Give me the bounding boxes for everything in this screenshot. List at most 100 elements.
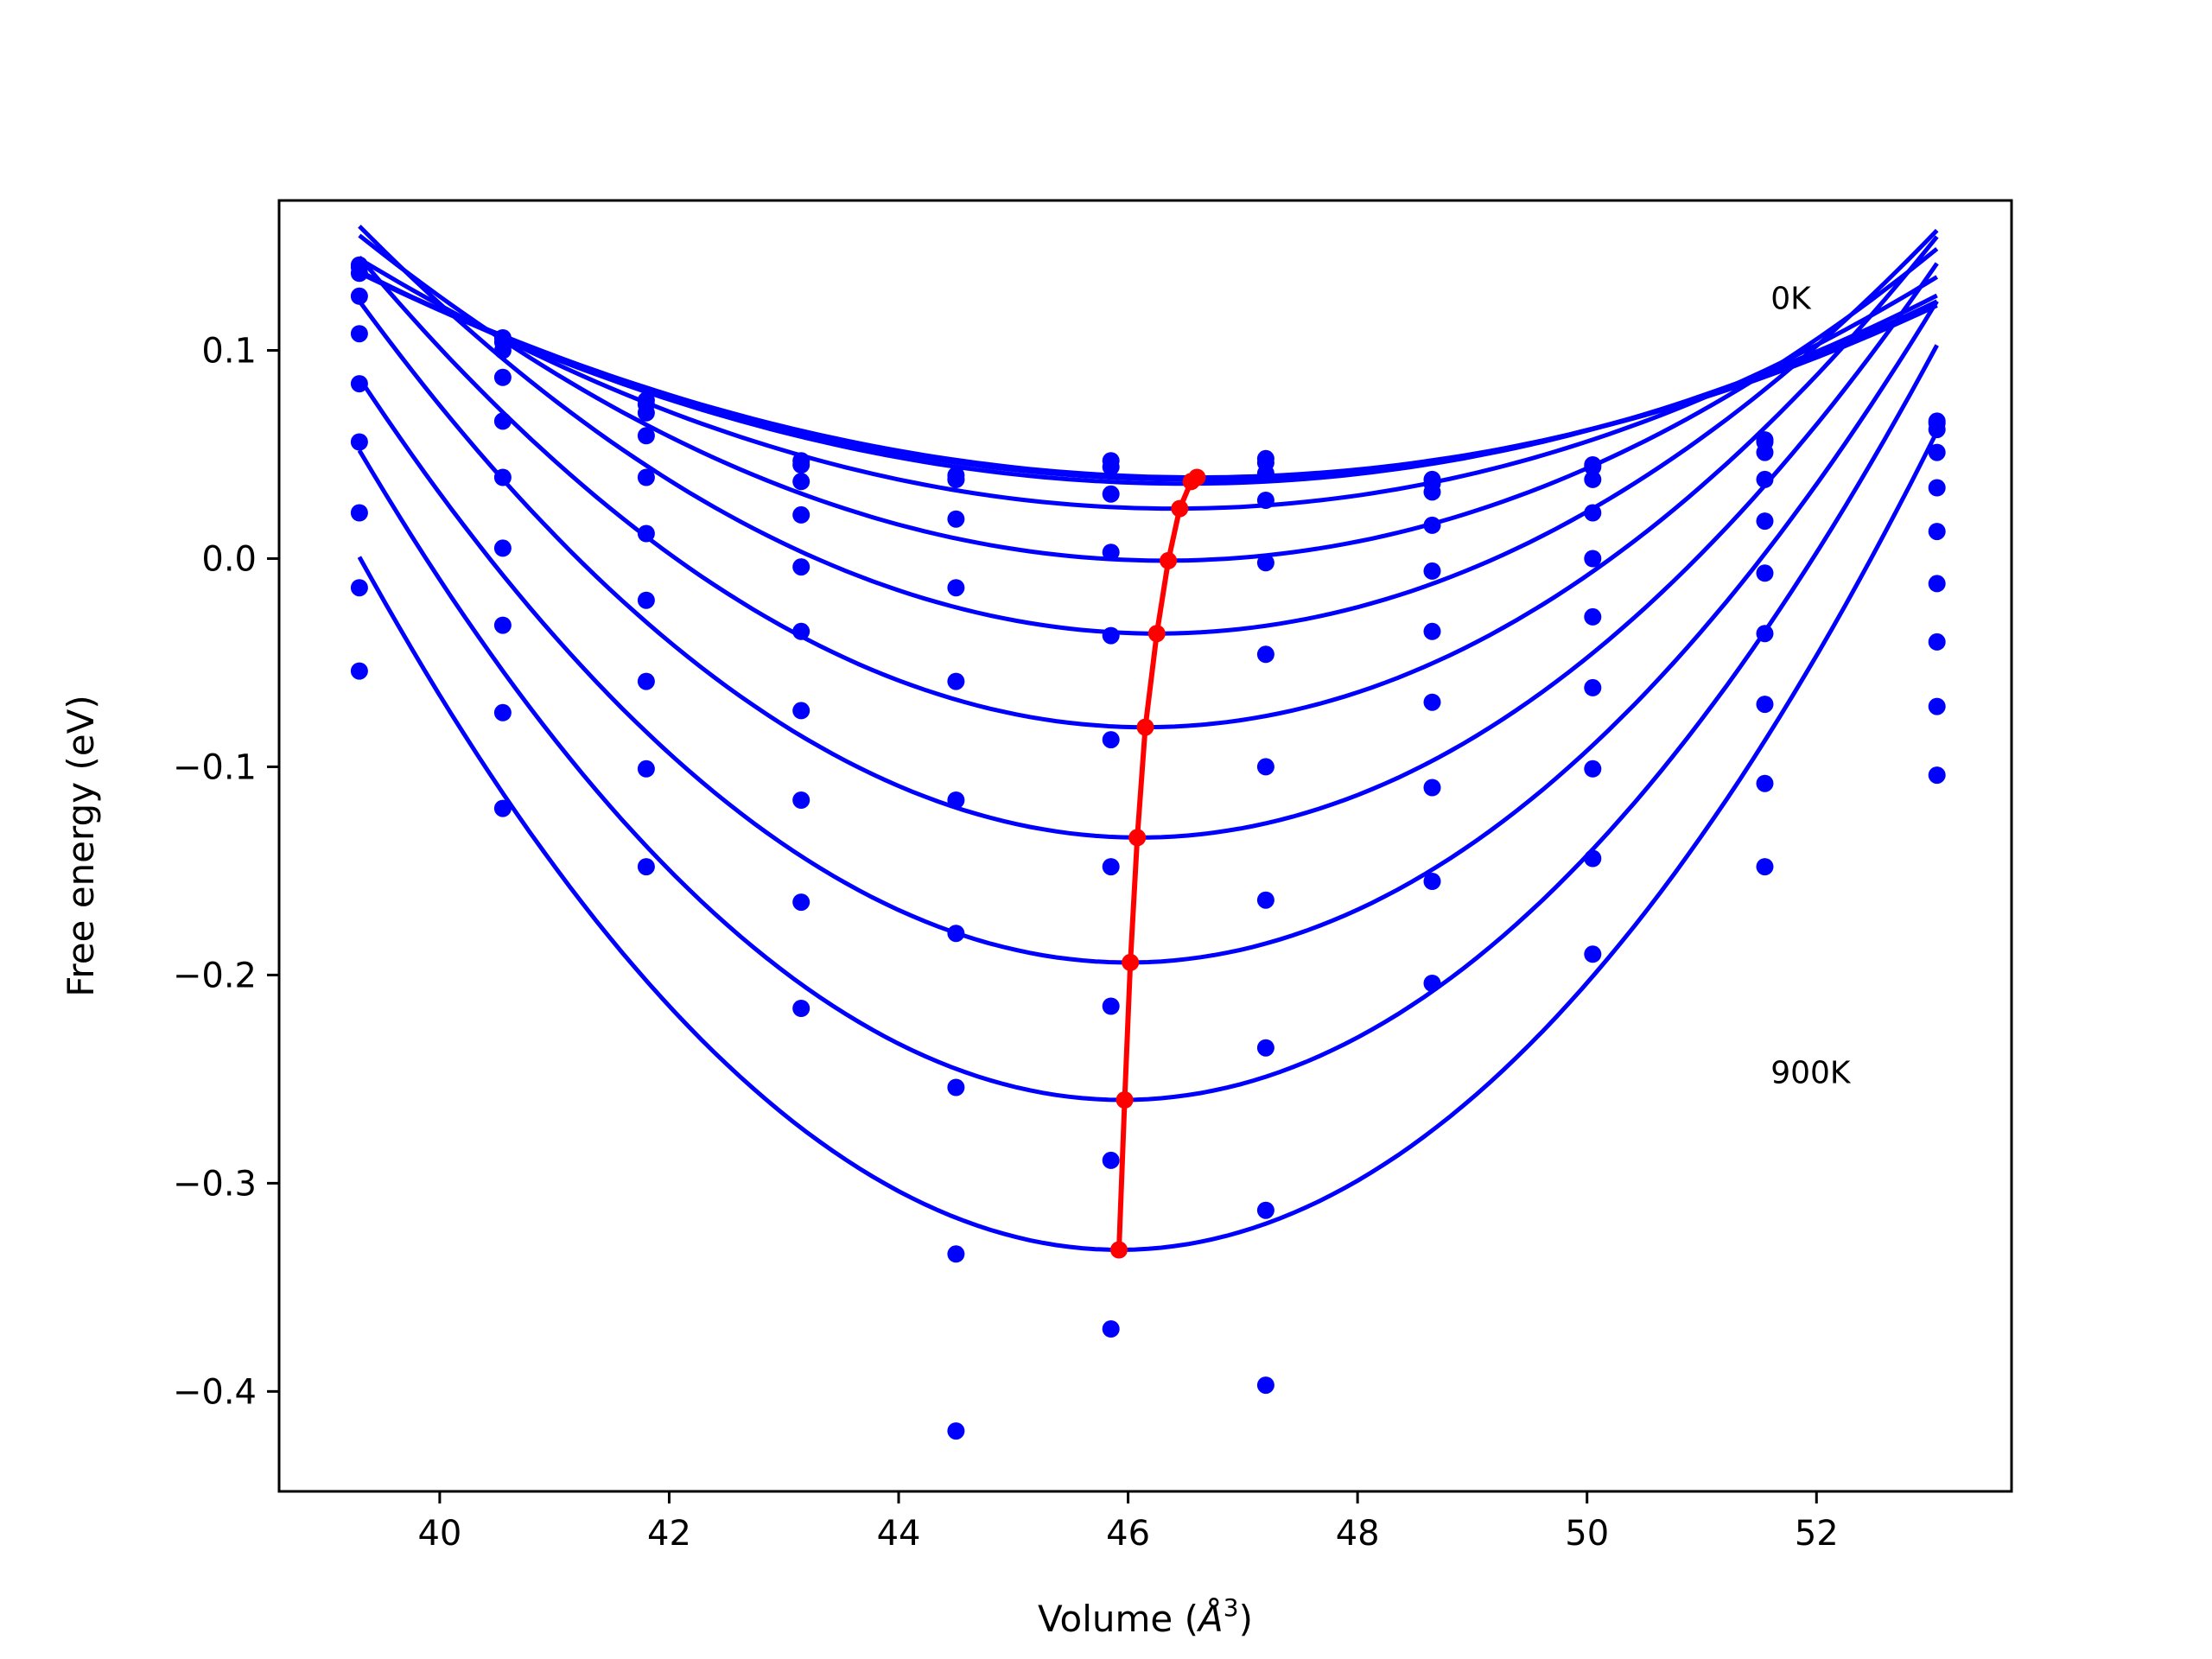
x-tick-label: 48: [1336, 1514, 1380, 1554]
minimum-point: [1182, 473, 1200, 491]
data-point: [947, 579, 965, 597]
x-tick-label: 46: [1106, 1514, 1150, 1554]
data-point: [1102, 543, 1120, 562]
data-point: [637, 672, 655, 690]
minimum-point: [1122, 953, 1140, 971]
data-point: [1928, 421, 1946, 439]
data-point: [1423, 779, 1441, 797]
data-point: [1756, 470, 1774, 488]
y-tick-label: −0.4: [173, 1372, 257, 1412]
data-point: [1928, 697, 1946, 715]
minimum-point: [1136, 718, 1154, 736]
data-point: [350, 325, 368, 343]
plot-frame: [277, 199, 2013, 1493]
data-point: [792, 622, 810, 640]
data-point: [637, 404, 655, 422]
data-point: [637, 760, 655, 778]
data-point: [947, 510, 965, 528]
data-point: [493, 539, 512, 557]
data-point: [637, 591, 655, 609]
data-point: [493, 341, 512, 359]
x-axis-label: Volume (Å3): [1038, 1593, 1253, 1640]
data-point: [1756, 512, 1774, 531]
data-point: [1102, 858, 1120, 876]
data-point: [1256, 645, 1274, 664]
data-point: [1756, 774, 1774, 792]
fit-curve-7: [357, 262, 1939, 840]
data-point: [947, 1245, 965, 1263]
y-tick-label: −0.1: [173, 747, 257, 787]
data-point: [1102, 458, 1120, 476]
data-point: [792, 505, 810, 524]
annotations: 0K 900K: [1770, 281, 1852, 1090]
fit-curve-10: [357, 430, 1939, 1253]
data-point: [350, 264, 368, 283]
minimum-line: [1116, 475, 1199, 1250]
x-tick-label: 50: [1565, 1514, 1609, 1554]
minimum-point: [1160, 551, 1178, 569]
y-tick-label: −0.3: [173, 1164, 257, 1204]
data-point: [1256, 554, 1274, 572]
data-point: [1584, 945, 1602, 963]
data-point: [1423, 873, 1441, 890]
data-point: [493, 412, 512, 430]
data-point: [1928, 523, 1946, 541]
data-point: [637, 524, 655, 543]
data-point: [1756, 696, 1774, 714]
data-point: [1423, 693, 1441, 711]
data-point: [1256, 891, 1274, 909]
data-point: [350, 662, 368, 680]
data-point: [637, 858, 655, 876]
y-axis-label: Free energy (eV): [60, 695, 102, 997]
data-point: [350, 579, 368, 597]
data-point: [792, 791, 810, 809]
x-tick-label: 42: [647, 1514, 691, 1554]
data-point: [1756, 858, 1774, 876]
data-point: [947, 791, 965, 809]
data-point: [1256, 492, 1274, 509]
data-point: [792, 893, 810, 912]
annotation-label: 0K: [1770, 281, 1812, 316]
data-point: [1256, 1039, 1274, 1057]
data-point: [947, 470, 965, 488]
data-point: [1928, 575, 1946, 593]
data-point: [1423, 516, 1441, 534]
data-point: [1256, 1201, 1274, 1219]
data-point: [792, 702, 810, 720]
data-point: [1423, 483, 1441, 501]
data-point: [1584, 550, 1602, 568]
data-point: [947, 1422, 965, 1440]
data-point: [1756, 564, 1774, 582]
minimum-point: [1171, 499, 1189, 518]
data-point: [493, 368, 512, 386]
data-point: [1102, 485, 1120, 503]
data-point: [1102, 997, 1120, 1015]
axis-ticks: 40 42 44 46 48 50 52 0.1 0.0 −0.1 −0.2 −0.3 −0.4: [173, 331, 1839, 1554]
data-point: [493, 703, 512, 721]
data-point: [1584, 607, 1602, 626]
fit-curve-8: [357, 300, 1939, 965]
fit-curve-4: [358, 233, 1939, 563]
data-point: [1102, 1320, 1120, 1338]
data-point: [1584, 849, 1602, 868]
data-point: [947, 1078, 965, 1096]
data-point: [1423, 975, 1441, 992]
plot-area: [350, 225, 1946, 1440]
data-point: [792, 558, 810, 576]
data-point: [350, 504, 368, 522]
data-point: [350, 287, 368, 305]
data-point: [1256, 758, 1274, 776]
data-point: [792, 473, 810, 491]
fit-curve-2: [358, 269, 1938, 486]
data-point: [1756, 625, 1774, 643]
data-point: [1928, 479, 1946, 497]
minimum-point: [1147, 625, 1166, 643]
data-point: [792, 1000, 810, 1017]
minimum-point: [1116, 1091, 1134, 1109]
data-point: [1756, 443, 1774, 461]
data-point: [493, 468, 512, 486]
data-point: [637, 427, 655, 445]
y-tick-label: 0.1: [201, 331, 257, 371]
